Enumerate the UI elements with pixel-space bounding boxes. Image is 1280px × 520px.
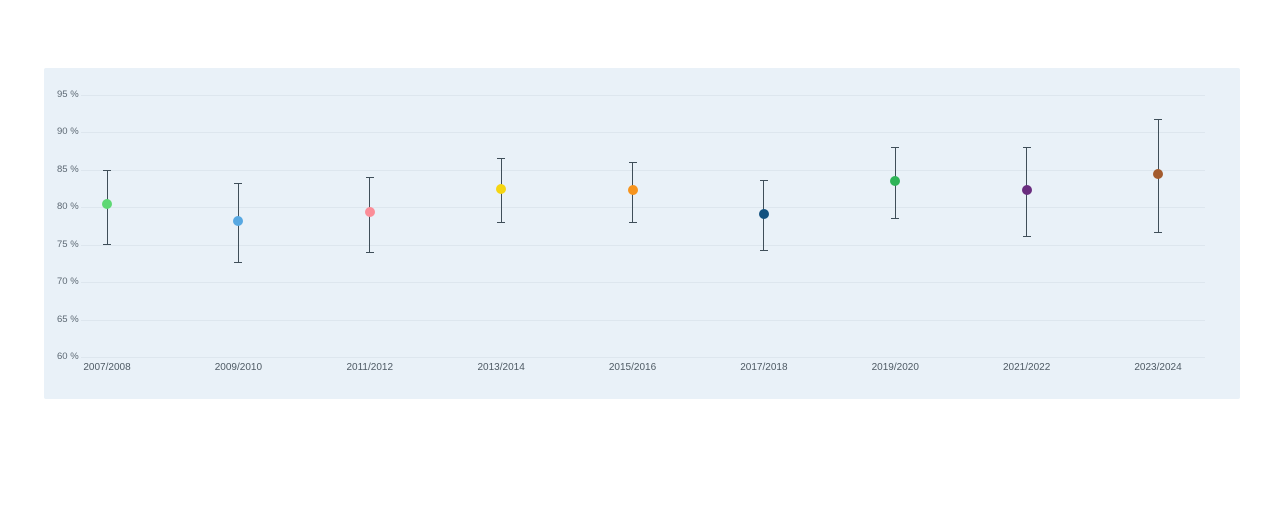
data-point[interactable] [233,215,244,226]
data-point[interactable] [102,199,112,210]
data-point[interactable] [758,209,769,220]
error-bar-cap-top [1022,147,1031,149]
x-tick-label: 2021/2022 [1002,362,1051,373]
error-bar-cap-top [365,176,374,178]
x-tick-label: 2013/2014 [477,362,525,373]
error-bar-cap-bottom [1022,236,1031,238]
x-tick-label: 2015/2016 [608,362,657,373]
gridline [81,132,1205,134]
error-bar-cap-bottom [497,222,506,224]
gridline [81,319,1205,321]
x-tick-label: 2007/2008 [83,362,131,373]
error-bar-cap-top [1154,118,1162,120]
error-bar-cap-top [628,162,637,164]
error-bar-cap-top [759,180,768,182]
data-point[interactable] [496,183,507,194]
error-bar-cap-top [891,147,900,149]
gridline [81,169,1205,171]
data-point[interactable] [627,185,638,196]
data-point[interactable] [364,206,375,217]
error-bar-cap-top [103,169,111,171]
error-bar-cap-bottom [103,243,111,245]
error-bar-cap-bottom [365,252,374,254]
y-tick-label: 80 % [57,201,79,213]
gridline [81,244,1205,246]
data-point[interactable] [890,176,901,187]
error-bar-cap-top [497,157,506,159]
x-tick-label: 2017/2018 [740,362,788,373]
y-tick-label: 65 % [57,313,79,325]
y-tick-label: 60 % [57,351,79,362]
x-tick-label: 2023/2024 [1134,362,1182,373]
error-bar-cap-top [234,182,243,184]
data-point[interactable] [1153,169,1163,180]
chart-panel: 95 % 90 % 85 % 80 % 75 % 70 % 65 % 60 % 2007/20… [44,68,1240,399]
gridline [81,282,1205,284]
gridline [81,357,1205,358]
data-point[interactable] [1021,185,1032,196]
y-tick-label: 90 % [57,126,79,138]
error-bar-cap-bottom [891,217,900,219]
plot-area [81,95,1205,358]
y-tick-label: 95 % [57,89,79,100]
error-bar-cap-bottom [759,249,768,251]
y-tick-label: 70 % [57,276,79,288]
gridline [81,207,1205,209]
gridline [81,95,1205,96]
x-tick-label: 2011/2012 [346,362,394,373]
error-bar-cap-bottom [628,222,637,224]
x-tick-label: 2009/2010 [214,362,263,373]
y-tick-label: 75 % [57,238,79,250]
error-bar-cap-bottom [1154,231,1162,233]
x-tick-label: 2019/2020 [871,362,919,373]
error-bar-cap-bottom [234,261,243,263]
y-tick-label: 85 % [57,163,79,175]
